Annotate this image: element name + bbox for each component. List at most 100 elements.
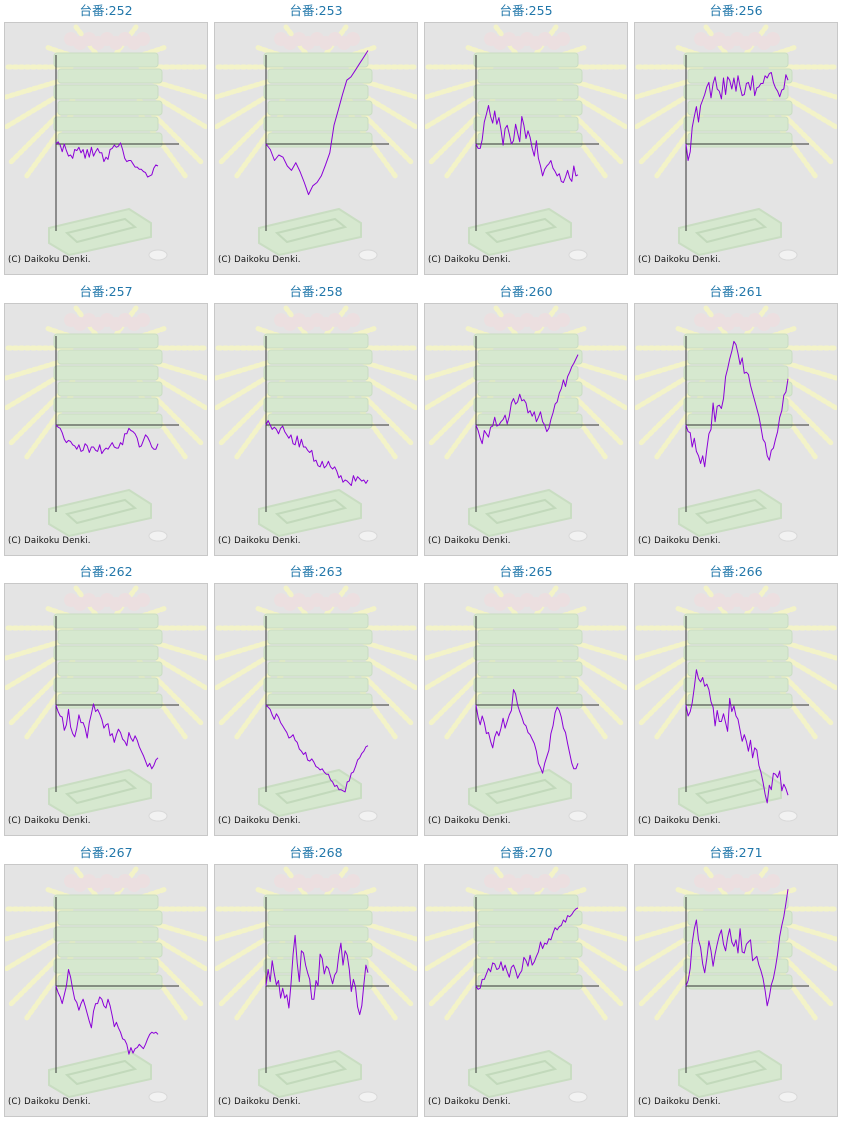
machine-number-link[interactable]: 台番:262: [79, 564, 133, 579]
box-decoration: [263, 116, 369, 132]
slump-graph: [425, 866, 627, 1103]
box-decoration: [57, 349, 163, 365]
tray-decoration: [678, 207, 782, 257]
box-decoration: [263, 926, 369, 942]
machine-number-link[interactable]: 台番:267: [79, 845, 133, 860]
box-decoration: [477, 661, 583, 677]
machine-number-link[interactable]: 台番:258: [289, 284, 343, 299]
box-decoration: [263, 365, 369, 381]
coin-decoration: [556, 593, 570, 607]
box-decoration: [477, 68, 583, 84]
coin-dish-decoration: [778, 530, 798, 542]
box-decoration: [473, 365, 579, 381]
machine-number-link[interactable]: 台番:256: [709, 3, 763, 18]
machine-number-link[interactable]: 台番:257: [79, 284, 133, 299]
tray-inner-decoration: [64, 498, 138, 525]
tray-decoration: [48, 488, 152, 538]
coin-decoration: [556, 32, 570, 46]
box-decoration: [477, 381, 583, 397]
box-decoration: [683, 52, 789, 68]
box-decoration: [57, 68, 163, 84]
coin-dish-decoration: [778, 810, 798, 822]
slump-series-line: [475, 105, 579, 183]
box-decoration: [473, 613, 579, 629]
box-decoration: [683, 84, 789, 100]
slump-graph: [635, 24, 837, 261]
coin-dish-decoration: [778, 1091, 798, 1103]
slump-series-line: [685, 669, 789, 804]
box-decoration: [687, 661, 793, 677]
copyright-text: (C) Daikoku Denki.: [218, 536, 301, 546]
coin-dish-decoration: [568, 249, 588, 261]
box-decoration: [263, 52, 369, 68]
box-decoration: [683, 613, 789, 629]
background-artwork: [635, 866, 837, 1103]
box-decoration: [473, 333, 579, 349]
copyright-text: (C) Daikoku Denki.: [638, 816, 721, 826]
tray-inner-decoration: [694, 498, 768, 525]
tray-decoration: [258, 488, 362, 538]
box-decoration: [687, 100, 793, 116]
slump-graph: [5, 866, 207, 1103]
slump-graph: [5, 585, 207, 822]
slump-graph: [425, 24, 627, 261]
machine-number-link[interactable]: 台番:255: [499, 3, 553, 18]
box-decoration: [263, 397, 369, 413]
coin-decoration: [556, 313, 570, 327]
slump-graph: [635, 866, 837, 1103]
machine-number-link[interactable]: 台番:266: [709, 564, 763, 579]
machine-number-link[interactable]: 台番:263: [289, 564, 343, 579]
tray-inner-decoration: [694, 1059, 768, 1086]
box-decoration: [683, 958, 789, 974]
coin-decoration: [556, 874, 570, 888]
background-artwork: [5, 866, 207, 1103]
box-decoration: [687, 381, 793, 397]
tray-inner-decoration: [274, 778, 348, 805]
box-decoration: [267, 910, 373, 926]
box-decoration: [57, 661, 163, 677]
coin-decoration: [766, 313, 780, 327]
graph-panel: (C) Daikoku Denki.: [424, 22, 628, 275]
machine-number-link[interactable]: 台番:271: [709, 845, 763, 860]
copyright-text: (C) Daikoku Denki.: [428, 536, 511, 546]
coin-dish-decoration: [148, 810, 168, 822]
box-decoration: [687, 629, 793, 645]
box-decoration: [683, 926, 789, 942]
machine-number-link[interactable]: 台番:261: [709, 284, 763, 299]
machine-number-link[interactable]: 台番:253: [289, 3, 343, 18]
slump-series-line: [475, 907, 579, 990]
background-artwork: [5, 585, 207, 822]
machine-number-link[interactable]: 台番:252: [79, 3, 133, 18]
tray-decoration: [678, 768, 782, 818]
machine-number-link[interactable]: 台番:265: [499, 564, 553, 579]
box-decoration: [53, 926, 159, 942]
coin-decoration: [346, 593, 360, 607]
box-decoration: [263, 677, 369, 693]
coin-decoration: [136, 593, 150, 607]
copyright-text: (C) Daikoku Denki.: [8, 536, 91, 546]
background-artwork: [425, 866, 627, 1103]
box-decoration: [263, 613, 369, 629]
box-decoration: [53, 613, 159, 629]
coin-dish-decoration: [778, 249, 798, 261]
machine-number-link[interactable]: 台番:268: [289, 845, 343, 860]
coin-dish-decoration: [148, 249, 168, 261]
box-decoration: [267, 661, 373, 677]
graph-panel: (C) Daikoku Denki.: [4, 303, 208, 556]
tray-decoration: [258, 207, 362, 257]
machine-number-link[interactable]: 台番:270: [499, 845, 553, 860]
tray-decoration: [468, 488, 572, 538]
box-decoration: [267, 974, 373, 990]
tray-inner-decoration: [64, 217, 138, 244]
slump-series-line: [55, 703, 159, 770]
box-decoration: [53, 365, 159, 381]
copyright-text: (C) Daikoku Denki.: [218, 255, 301, 265]
slump-series-line: [685, 340, 789, 468]
box-decoration: [687, 68, 793, 84]
copyright-text: (C) Daikoku Denki.: [638, 1097, 721, 1107]
machine-number-link[interactable]: 台番:260: [499, 284, 553, 299]
tray-inner-decoration: [484, 1059, 558, 1086]
slump-graph: [215, 24, 417, 261]
box-decoration: [57, 910, 163, 926]
copyright-text: (C) Daikoku Denki.: [218, 816, 301, 826]
